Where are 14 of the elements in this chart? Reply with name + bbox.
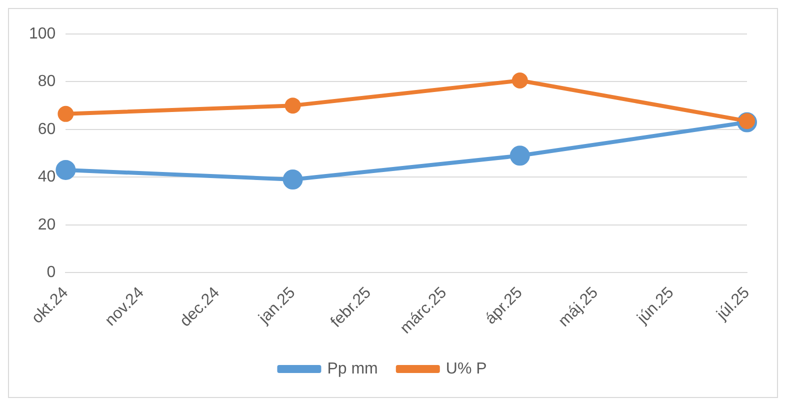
point	[284, 98, 301, 114]
y-tick-label: 60	[38, 120, 56, 138]
point	[512, 72, 528, 89]
y-tick-label: 40	[38, 168, 56, 186]
point	[56, 160, 76, 180]
legend-label: U% P	[446, 360, 487, 378]
legend-label: Pp mm	[327, 360, 378, 378]
y-tick-label: 80	[38, 73, 56, 90]
point	[510, 146, 530, 166]
y-tick-label: 100	[28, 25, 56, 42]
y-tick-label: 0	[46, 264, 56, 281]
y-tick-label: 20	[38, 216, 56, 234]
point	[282, 170, 303, 190]
point	[58, 106, 74, 122]
